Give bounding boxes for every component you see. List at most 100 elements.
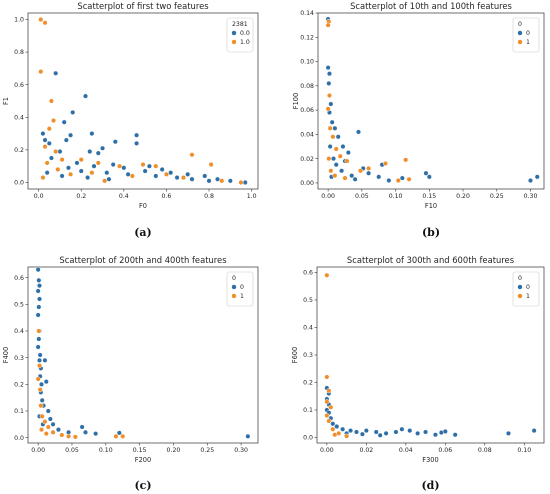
data-point: [43, 379, 49, 385]
plot-frame: [27, 266, 259, 444]
data-point: [134, 140, 140, 146]
y-tick-label: 0.00: [300, 180, 314, 187]
data-point: [65, 165, 71, 171]
data-point: [48, 98, 54, 104]
legend-entry: 1: [526, 39, 530, 46]
data-point: [326, 388, 332, 394]
data-point: [325, 22, 331, 28]
data-point: [45, 424, 51, 430]
data-point: [36, 296, 43, 302]
data-point: [129, 173, 135, 179]
data-point: [134, 132, 140, 138]
data-point: [36, 328, 42, 334]
data-point: [36, 363, 43, 369]
chart-title: Scatterplot of 300th and 600th features: [347, 255, 514, 265]
data-point: [168, 170, 174, 176]
data-point: [324, 272, 330, 278]
series-1.0: [38, 16, 244, 186]
plot-frame: [317, 12, 545, 190]
data-point: [189, 176, 195, 182]
chart-title: Scatterplot of 10th and 100th features: [350, 1, 512, 11]
data-point: [342, 175, 348, 181]
plot-frame: [27, 12, 259, 190]
data-point: [349, 173, 355, 179]
data-point: [423, 429, 429, 435]
y-tick-label: 0.0: [14, 435, 24, 442]
y-tick-label: 0.6: [303, 270, 313, 277]
data-point: [40, 175, 46, 181]
data-point: [142, 168, 148, 174]
chart-panel-4: Scatterplot of 300th and 600th features 0…: [291, 255, 545, 492]
x-tick-label: 0.25: [200, 447, 214, 454]
legend-marker: [517, 30, 523, 36]
data-point: [340, 426, 346, 432]
y-tick-label: 0.4: [14, 114, 24, 121]
data-point: [50, 429, 56, 435]
y-tick-label: 0.02: [300, 156, 314, 163]
data-point: [159, 166, 165, 172]
data-point: [452, 432, 458, 438]
data-point: [36, 336, 42, 342]
y-tick-label: 0.1: [14, 408, 24, 415]
data-point: [68, 171, 74, 177]
data-point: [423, 170, 429, 176]
data-point: [383, 430, 389, 436]
y-tick-label: 0.06: [300, 107, 314, 114]
data-point: [325, 106, 331, 112]
data-point: [324, 399, 330, 405]
data-point: [329, 119, 335, 125]
data-point: [399, 426, 405, 432]
y-tick-label: 0.0: [14, 180, 24, 187]
data-point: [407, 428, 413, 434]
data-point: [153, 163, 159, 169]
data-point: [326, 156, 332, 162]
data-point: [44, 170, 50, 176]
data-point: [534, 174, 540, 180]
data-point: [328, 404, 334, 410]
data-point: [332, 173, 338, 179]
data-point: [53, 70, 59, 76]
data-point: [337, 153, 343, 159]
data-point: [344, 433, 350, 439]
data-point: [340, 143, 346, 150]
data-point: [50, 421, 56, 427]
data-point: [104, 170, 110, 176]
data-point: [395, 177, 401, 184]
y-tick-label: 0.3: [303, 352, 313, 359]
data-point: [373, 429, 379, 435]
data-point: [245, 433, 251, 439]
x-tick-label: 0.30: [524, 193, 538, 200]
x-tick-label: 0.10: [517, 447, 531, 454]
x-axis-label: F300: [422, 456, 438, 464]
data-point: [330, 156, 337, 162]
data-point: [238, 179, 244, 186]
legend-marker: [517, 293, 523, 299]
y-tick-label: 0.08: [300, 83, 314, 90]
y-tick-label: 0.0: [303, 435, 313, 442]
legend-marker: [231, 30, 237, 36]
data-point: [357, 168, 364, 174]
data-point: [377, 432, 383, 438]
data-point: [47, 416, 53, 422]
data-point: [82, 93, 89, 99]
legend-entry: 0: [526, 284, 530, 291]
legend-entry: 1: [240, 293, 244, 300]
data-point: [59, 173, 65, 179]
data-point: [333, 162, 339, 168]
data-point: [42, 144, 48, 150]
data-point: [91, 163, 97, 169]
x-axis-label: F0: [139, 202, 147, 210]
data-point: [79, 424, 85, 430]
data-point: [100, 145, 106, 151]
data-point: [43, 431, 49, 437]
legend-title: 2381: [232, 21, 248, 28]
data-point: [215, 176, 221, 182]
panel-caption: (d): [421, 479, 439, 492]
legend-marker: [517, 39, 523, 45]
data-point: [37, 352, 43, 358]
data-point: [344, 158, 350, 164]
data-point: [339, 168, 345, 174]
legend-marker: [231, 39, 237, 45]
data-point: [432, 432, 438, 438]
